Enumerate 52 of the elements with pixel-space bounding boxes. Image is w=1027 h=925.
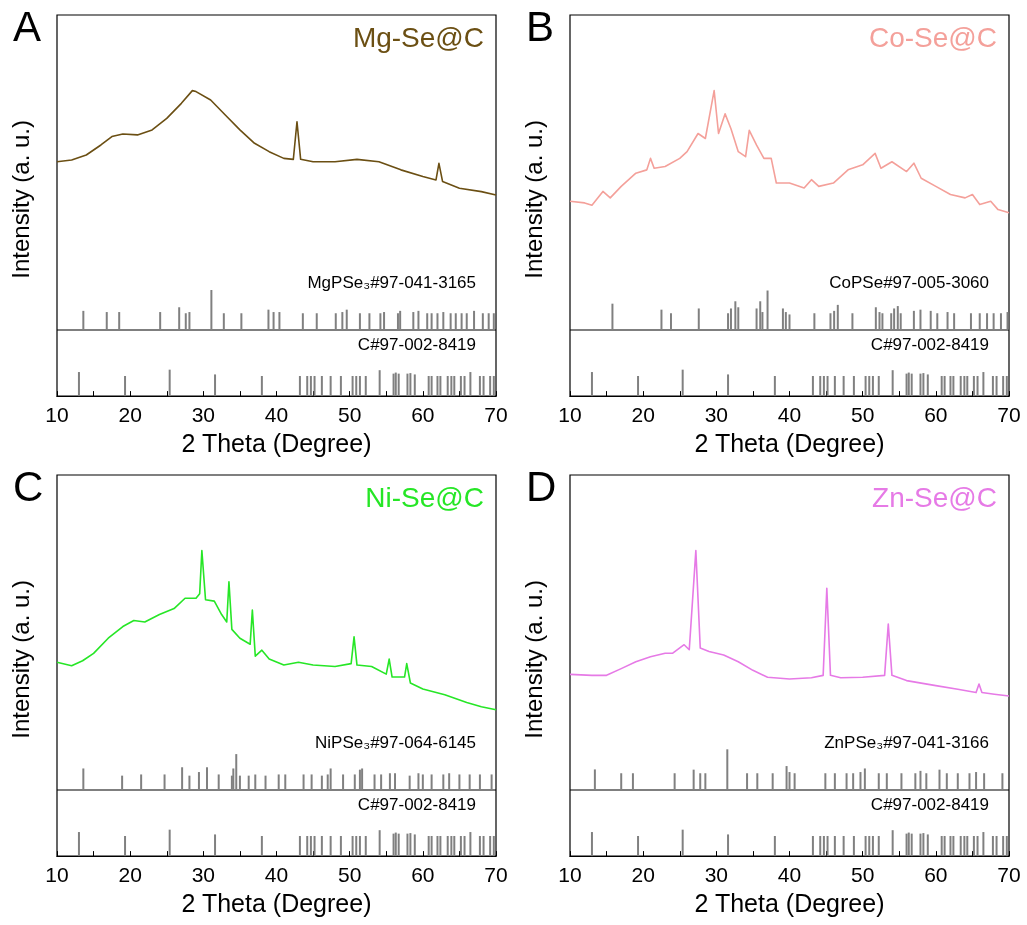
x-axis-title: 2 Theta (Degree): [181, 428, 372, 457]
x-tick-label: 70: [997, 403, 1021, 427]
x-tick-label: 60: [924, 403, 948, 427]
x-tick-label: 20: [118, 863, 142, 887]
chart-title: B: [526, 2, 555, 50]
x-tick-label: 50: [337, 403, 362, 427]
y-axis-title: Intensity (a. u.): [519, 580, 547, 739]
series-label: C#97-002-8419: [357, 795, 477, 814]
x-axis-title: 2 Theta (Degree): [181, 888, 372, 917]
y-axis-title: Intensity (a. u.): [6, 580, 34, 739]
x-tick-label: 30: [704, 863, 729, 887]
x-tick-label: 40: [777, 403, 802, 427]
text: Zn-Se@C: [872, 481, 998, 513]
series-label: C#97-002-8419: [870, 335, 990, 354]
chart-title: A: [13, 2, 42, 50]
y-axis-title: Intensity (a. u.): [6, 120, 34, 279]
text: Co-Se@C: [868, 21, 998, 53]
series-label: C#97-002-8419: [870, 795, 990, 814]
x-tick-label: 20: [631, 403, 655, 427]
x-tick-label: 60: [411, 863, 435, 887]
chart-title: C: [13, 462, 44, 510]
series-label: ZnPSe₃#97-041-3166: [824, 733, 989, 752]
x-axis-title: 2 Theta (Degree): [694, 428, 885, 457]
x-tick-label: 50: [850, 403, 875, 427]
x-tick-label: 70: [484, 403, 508, 427]
x-tick-label: 10: [558, 403, 582, 427]
x-axis-title: 2 Theta (Degree): [694, 888, 885, 917]
x-tick-label: 70: [997, 863, 1021, 887]
x-tick-label: 40: [777, 863, 802, 887]
series-label: C#97-002-8419: [357, 335, 477, 354]
x-tick-label: 50: [337, 863, 362, 887]
x-tick-label: 30: [704, 403, 729, 427]
text: Ni-Se@C: [365, 481, 485, 513]
x-tick-label: 10: [45, 863, 69, 887]
x-tick-label: 10: [558, 863, 582, 887]
x-tick-label: 30: [191, 863, 216, 887]
series-label: MgPSe₃#97-041-3165: [307, 273, 477, 292]
x-tick-label: 30: [191, 403, 216, 427]
series-label: CoPSe#97-005-3060: [829, 273, 989, 292]
x-tick-label: 50: [850, 863, 875, 887]
x-tick-label: 60: [924, 863, 948, 887]
x-tick-label: 20: [631, 863, 655, 887]
x-tick-label: 10: [45, 403, 69, 427]
x-tick-label: 70: [484, 863, 508, 887]
x-tick-label: 20: [118, 403, 142, 427]
x-tick-label: 60: [411, 403, 435, 427]
series-label: NiPSe₃#97-064-6145: [315, 733, 477, 752]
y-axis-title: Intensity (a. u.): [519, 120, 547, 279]
x-tick-label: 40: [264, 863, 289, 887]
text: Mg-Se@C: [352, 21, 485, 53]
x-tick-label: 40: [264, 403, 289, 427]
chart-title: D: [526, 462, 557, 510]
